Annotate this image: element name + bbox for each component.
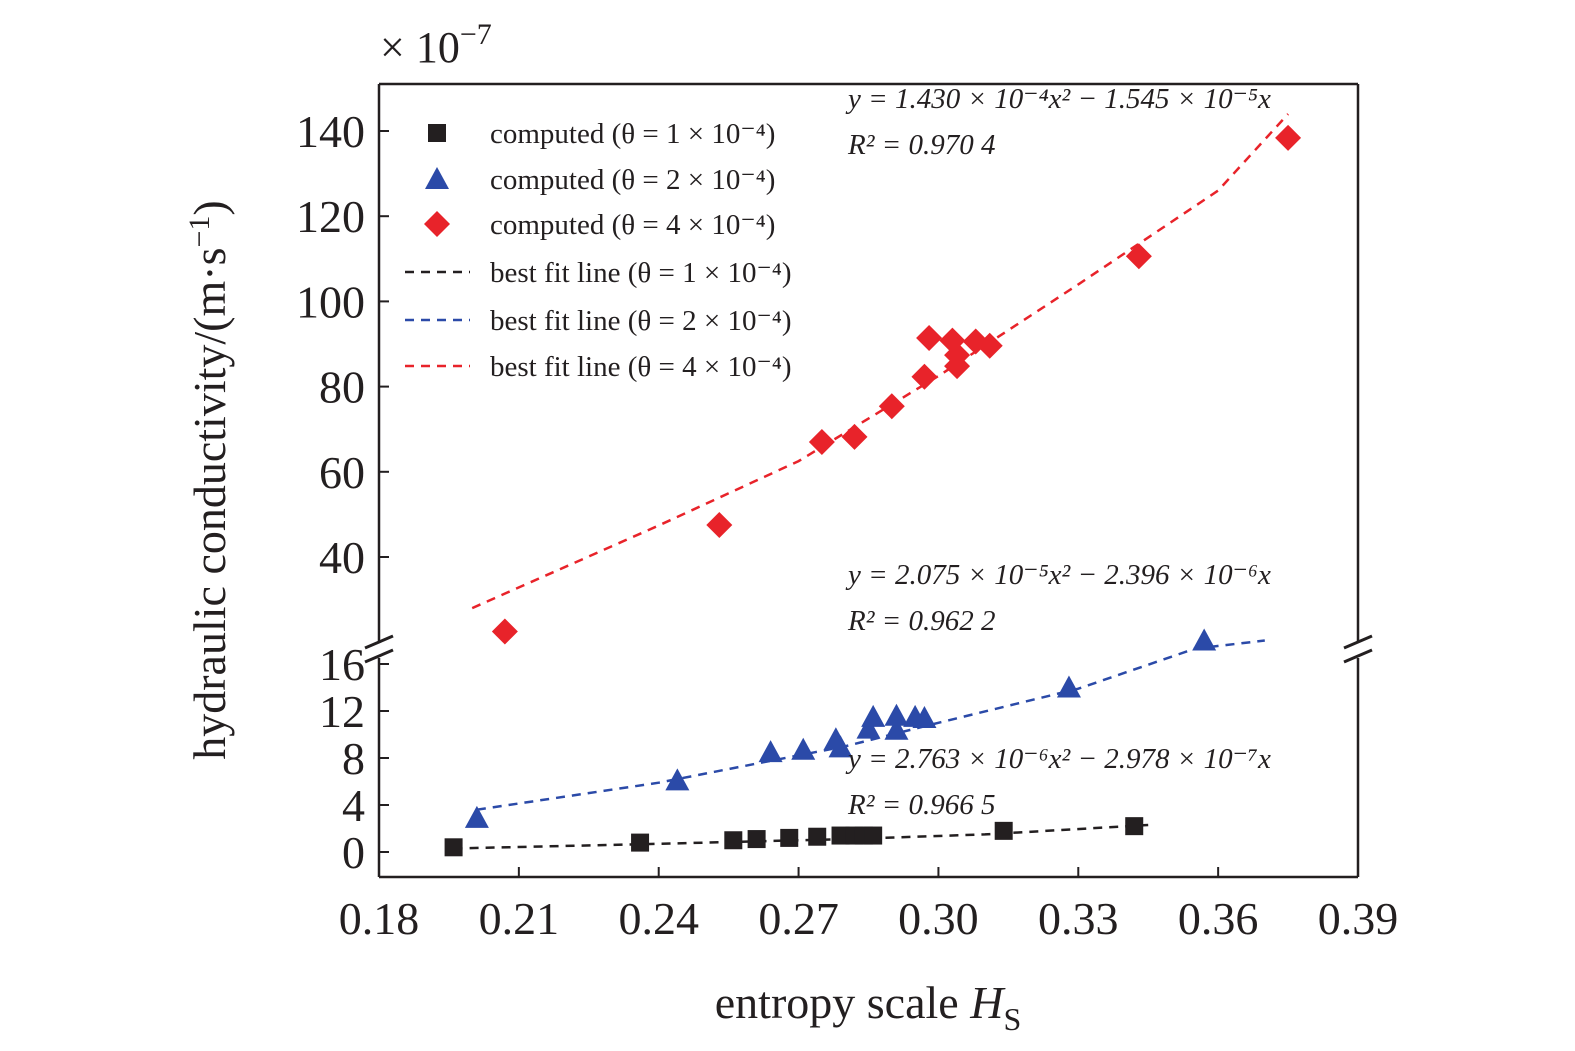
legend-label: computed (θ = 1 × 10⁻⁴) — [490, 118, 775, 150]
data-point-theta1 — [780, 828, 799, 847]
data-point-theta2 — [828, 735, 853, 758]
data-point-theta1 — [808, 827, 827, 846]
x-tick-label: 0.18 — [339, 893, 420, 944]
data-point-theta4 — [841, 423, 868, 450]
y-tick-label: 120 — [296, 191, 365, 242]
r-squared-theta4: R² = 0.970 4 — [847, 129, 995, 161]
fit-line-theta1 — [453, 823, 1149, 850]
data-point-theta2 — [912, 706, 937, 729]
data-point-theta2 — [758, 740, 783, 763]
axis-break-left-b — [364, 648, 394, 664]
data-point-theta2 — [1056, 675, 1081, 698]
data-point-theta4 — [976, 332, 1003, 359]
legend-marker-square — [428, 124, 446, 142]
data-point-theta1 — [631, 833, 650, 852]
axis-break-left-a — [364, 634, 394, 650]
x-tick-label: 0.24 — [618, 893, 699, 944]
axis-multiplier: × 10−7 — [380, 18, 492, 72]
data-point-theta1 — [444, 838, 463, 857]
legend-marker-triangle — [425, 167, 449, 189]
data-point-theta1 — [1125, 817, 1144, 836]
legend-label: best fit line (θ = 4 × 10⁻⁴) — [490, 351, 792, 383]
legend-label: best fit line (θ = 2 × 10⁻⁴) — [490, 305, 792, 337]
y-tick-label: 8 — [342, 733, 365, 784]
data-point-theta4 — [808, 428, 835, 455]
data-point-theta2 — [791, 737, 816, 760]
x-tick-label: 0.36 — [1178, 893, 1259, 944]
data-markers — [444, 124, 1302, 857]
data-point-theta2 — [884, 717, 909, 740]
equation-annotations: y = 1.430 × 10⁻⁴x² − 1.545 × 10⁻⁵x R² = 0… — [845, 83, 1271, 821]
legend-label: computed (θ = 2 × 10⁻⁴) — [490, 164, 775, 196]
r-squared-theta1: R² = 0.966 5 — [847, 789, 995, 821]
data-point-theta4 — [878, 393, 905, 420]
data-point-theta4 — [706, 512, 733, 539]
data-point-theta4 — [916, 325, 943, 352]
y-tick-label: 4 — [342, 780, 365, 831]
data-point-theta2 — [856, 716, 881, 739]
data-point-theta4 — [944, 353, 971, 380]
data-point-theta2 — [884, 703, 909, 726]
data-point-theta2 — [1192, 628, 1217, 651]
data-point-theta1 — [994, 821, 1013, 840]
legend-label: best fit line (θ = 1 × 10⁻⁴) — [490, 257, 792, 289]
legend: computed (θ = 1 × 10⁻⁴) computed (θ = 2 ×… — [405, 118, 792, 383]
y-tick-label: 12 — [319, 686, 365, 737]
y-tick-label: 40 — [319, 532, 365, 583]
y-tick-label: 80 — [319, 362, 365, 413]
axis-break-right-a — [1343, 634, 1373, 650]
y-tick-label: 16 — [319, 639, 365, 690]
r-squared-theta2: R² = 0.962 2 — [847, 605, 995, 637]
equation-theta2: y = 2.075 × 10⁻⁵x² − 2.396 × 10⁻⁶x — [845, 559, 1271, 591]
y-tick-label: 0 — [342, 827, 365, 878]
y-axis-title: hydraulic conductivity/(m·s−1) — [183, 200, 235, 760]
data-point-theta1 — [747, 830, 766, 849]
legend-marker-diamond — [424, 211, 450, 237]
x-tick-label: 0.27 — [758, 893, 839, 944]
data-point-theta4 — [911, 363, 938, 390]
x-axis-title: entropy scale HS — [715, 977, 1021, 1037]
data-point-theta4 — [1125, 243, 1152, 270]
equation-theta1: y = 2.763 × 10⁻⁶x² − 2.978 × 10⁻⁷x — [845, 743, 1271, 775]
plot-frame — [364, 82, 1373, 879]
x-tick-label: 0.21 — [479, 893, 560, 944]
data-point-theta1 — [831, 826, 850, 845]
data-point-theta1 — [724, 831, 743, 850]
y-tick-label: 140 — [296, 106, 365, 157]
x-tick-label: 0.39 — [1318, 893, 1399, 944]
data-point-theta2 — [665, 768, 690, 791]
legend-label: computed (θ = 4 × 10⁻⁴) — [490, 209, 775, 241]
axis-break-right-b — [1343, 648, 1373, 664]
x-axis: 0.18 0.21 0.24 0.27 0.30 0.33 0.36 0.39 — [339, 867, 1399, 944]
data-point-theta4 — [491, 618, 518, 645]
data-point-theta1 — [864, 826, 883, 845]
equation-theta4: y = 1.430 × 10⁻⁴x² − 1.545 × 10⁻⁵x — [845, 83, 1271, 115]
data-point-theta2 — [464, 805, 489, 828]
data-point-theta2 — [861, 704, 886, 727]
y-tick-label: 60 — [319, 447, 365, 498]
y-tick-label: 100 — [296, 276, 365, 327]
data-point-theta4 — [1275, 124, 1302, 151]
x-tick-label: 0.30 — [898, 893, 979, 944]
x-tick-label: 0.33 — [1038, 893, 1119, 944]
